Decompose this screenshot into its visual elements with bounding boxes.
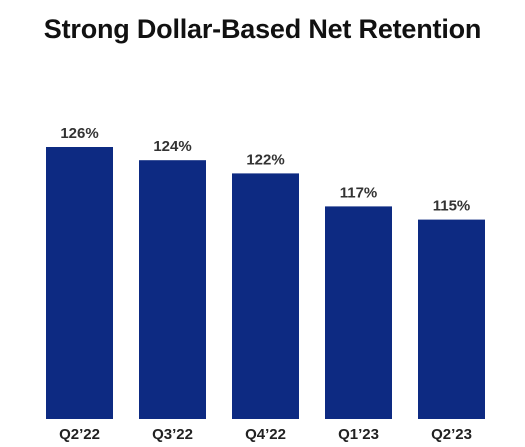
value-label-1: 124% [153,138,191,155]
bar-3 [325,206,392,419]
value-label-4: 115% [433,198,471,215]
bar-0 [46,147,113,419]
chart-title: Strong Dollar-Based Net Retention [43,14,482,44]
category-label-2: Q4’22 [245,426,286,443]
value-label-2: 122% [246,151,284,168]
bar-4 [418,219,485,419]
category-label-3: Q1’23 [338,426,379,443]
value-label-3: 117% [340,184,378,201]
bar-1 [139,160,206,419]
category-label-1: Q3’22 [152,426,193,443]
category-label-0: Q2’22 [59,426,100,443]
value-label-0: 126% [60,125,98,142]
bar-2 [232,173,299,419]
category-label-4: Q2’23 [431,426,472,443]
bars-layer [46,147,485,419]
category-labels-layer: Q2’22 Q3’22 Q4’22 Q1’23 Q2’23 [59,426,472,443]
value-labels-layer: 126% 124% 122% 117% 115% [60,125,470,215]
